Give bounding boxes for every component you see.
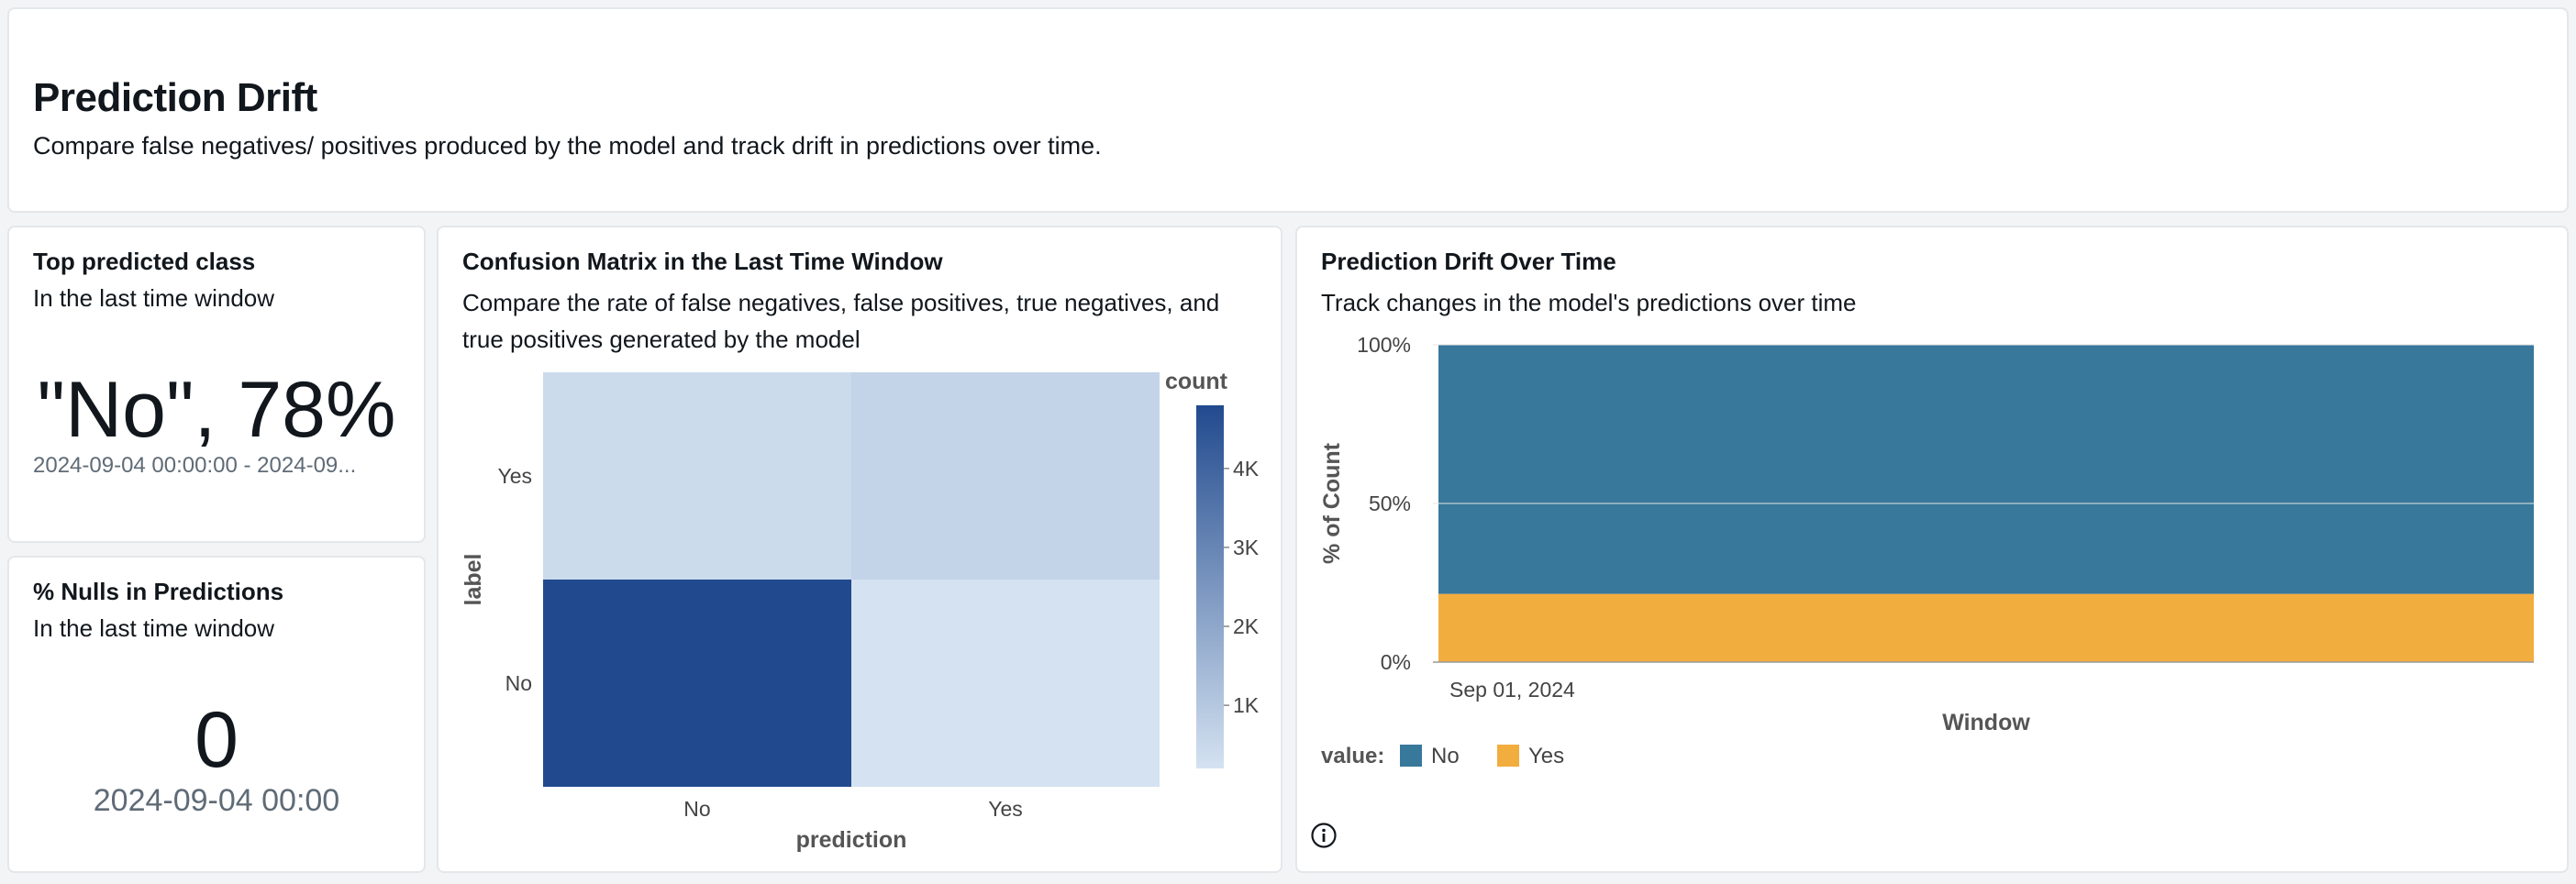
heatmap-legend-tick: 1K [1233, 693, 1260, 717]
drift-subtitle: Track changes in the model's predictions… [1321, 289, 1857, 316]
top-class-range: 2024-09-04 00:00:00 - 2024-09... [33, 453, 357, 478]
heatmap-cell-no-yes[interactable] [851, 580, 1160, 787]
drift-area-chart[interactable]: 100% 50% 0% Sep 01, 2024 Window % of Count va… [1297, 227, 2567, 814]
drift-y-tick: 0% [1381, 650, 1411, 674]
page-title: Prediction Drift [33, 75, 317, 120]
heatmap-cell-yes-yes[interactable] [851, 372, 1160, 580]
nulls-range: 2024-09-04 00:00 [93, 783, 340, 818]
heatmap-legend-tick: 4K [1233, 457, 1260, 481]
legend-swatch-yes[interactable] [1497, 745, 1519, 767]
drift-y-label: % of Count [1319, 442, 1345, 564]
heatmap-legend-tick: 3K [1233, 536, 1260, 559]
confusion-matrix-card: Confusion Matrix in the Last Time Window… [437, 226, 1282, 873]
area-series-no[interactable] [1438, 345, 2534, 594]
legend-label-yes[interactable]: Yes [1528, 744, 1564, 768]
heatmap-y-tick: Yes [497, 464, 532, 488]
prediction-drift-card: Prediction Drift Over Time Track changes… [1295, 226, 2569, 873]
drift-title: Prediction Drift Over Time [1321, 248, 1616, 275]
heatmap-legend-gradient [1196, 405, 1224, 768]
drift-y-tick: 100% [1357, 333, 1411, 357]
page-description: Compare false negatives/ positives produ… [33, 132, 1102, 160]
top-class-title: Top predicted class [33, 248, 256, 275]
heatmap-x-tick: Yes [988, 797, 1023, 821]
header-card: Prediction Drift Compare false negatives… [7, 7, 2569, 213]
heatmap-cell-yes-no[interactable] [543, 372, 851, 580]
confusion-subtitle: Compare the rate of false negatives, fal… [462, 289, 1220, 353]
confusion-heatmap[interactable]: No Yes Yes No prediction label count 4K 3K 2K 1K [439, 227, 1281, 871]
top-class-value: "No", 78% [37, 366, 396, 454]
drift-y-tick: 50% [1369, 492, 1411, 515]
heatmap-y-label: label [461, 554, 486, 606]
nulls-value: 0 [194, 696, 239, 784]
nulls-subtitle: In the last time window [33, 614, 275, 642]
heatmap-x-label: prediction [796, 827, 907, 853]
area-series-yes[interactable] [1438, 593, 2534, 662]
nulls-title: % Nulls in Predictions [33, 578, 284, 605]
top-class-subtitle: In the last time window [33, 284, 275, 312]
legend-swatch-no[interactable] [1400, 745, 1422, 767]
legend-label-no[interactable]: No [1431, 744, 1460, 768]
heatmap-cell-no-no[interactable] [543, 580, 851, 787]
drift-legend-title: value: [1321, 744, 1384, 768]
drift-x-tick: Sep 01, 2024 [1449, 678, 1575, 702]
heatmap-x-tick: No [683, 797, 710, 821]
heatmap-y-tick: No [505, 671, 532, 695]
info-icon[interactable] [1310, 822, 1338, 849]
confusion-title: Confusion Matrix in the Last Time Window [462, 248, 943, 275]
top-class-card: Top predicted class In the last time win… [7, 226, 426, 543]
heatmap-legend-tick: 2K [1233, 614, 1260, 638]
drift-x-label: Window [1942, 710, 2030, 735]
heatmap-legend-title: count [1165, 369, 1228, 394]
nulls-card: % Nulls in Predictions In the last time … [7, 556, 426, 873]
